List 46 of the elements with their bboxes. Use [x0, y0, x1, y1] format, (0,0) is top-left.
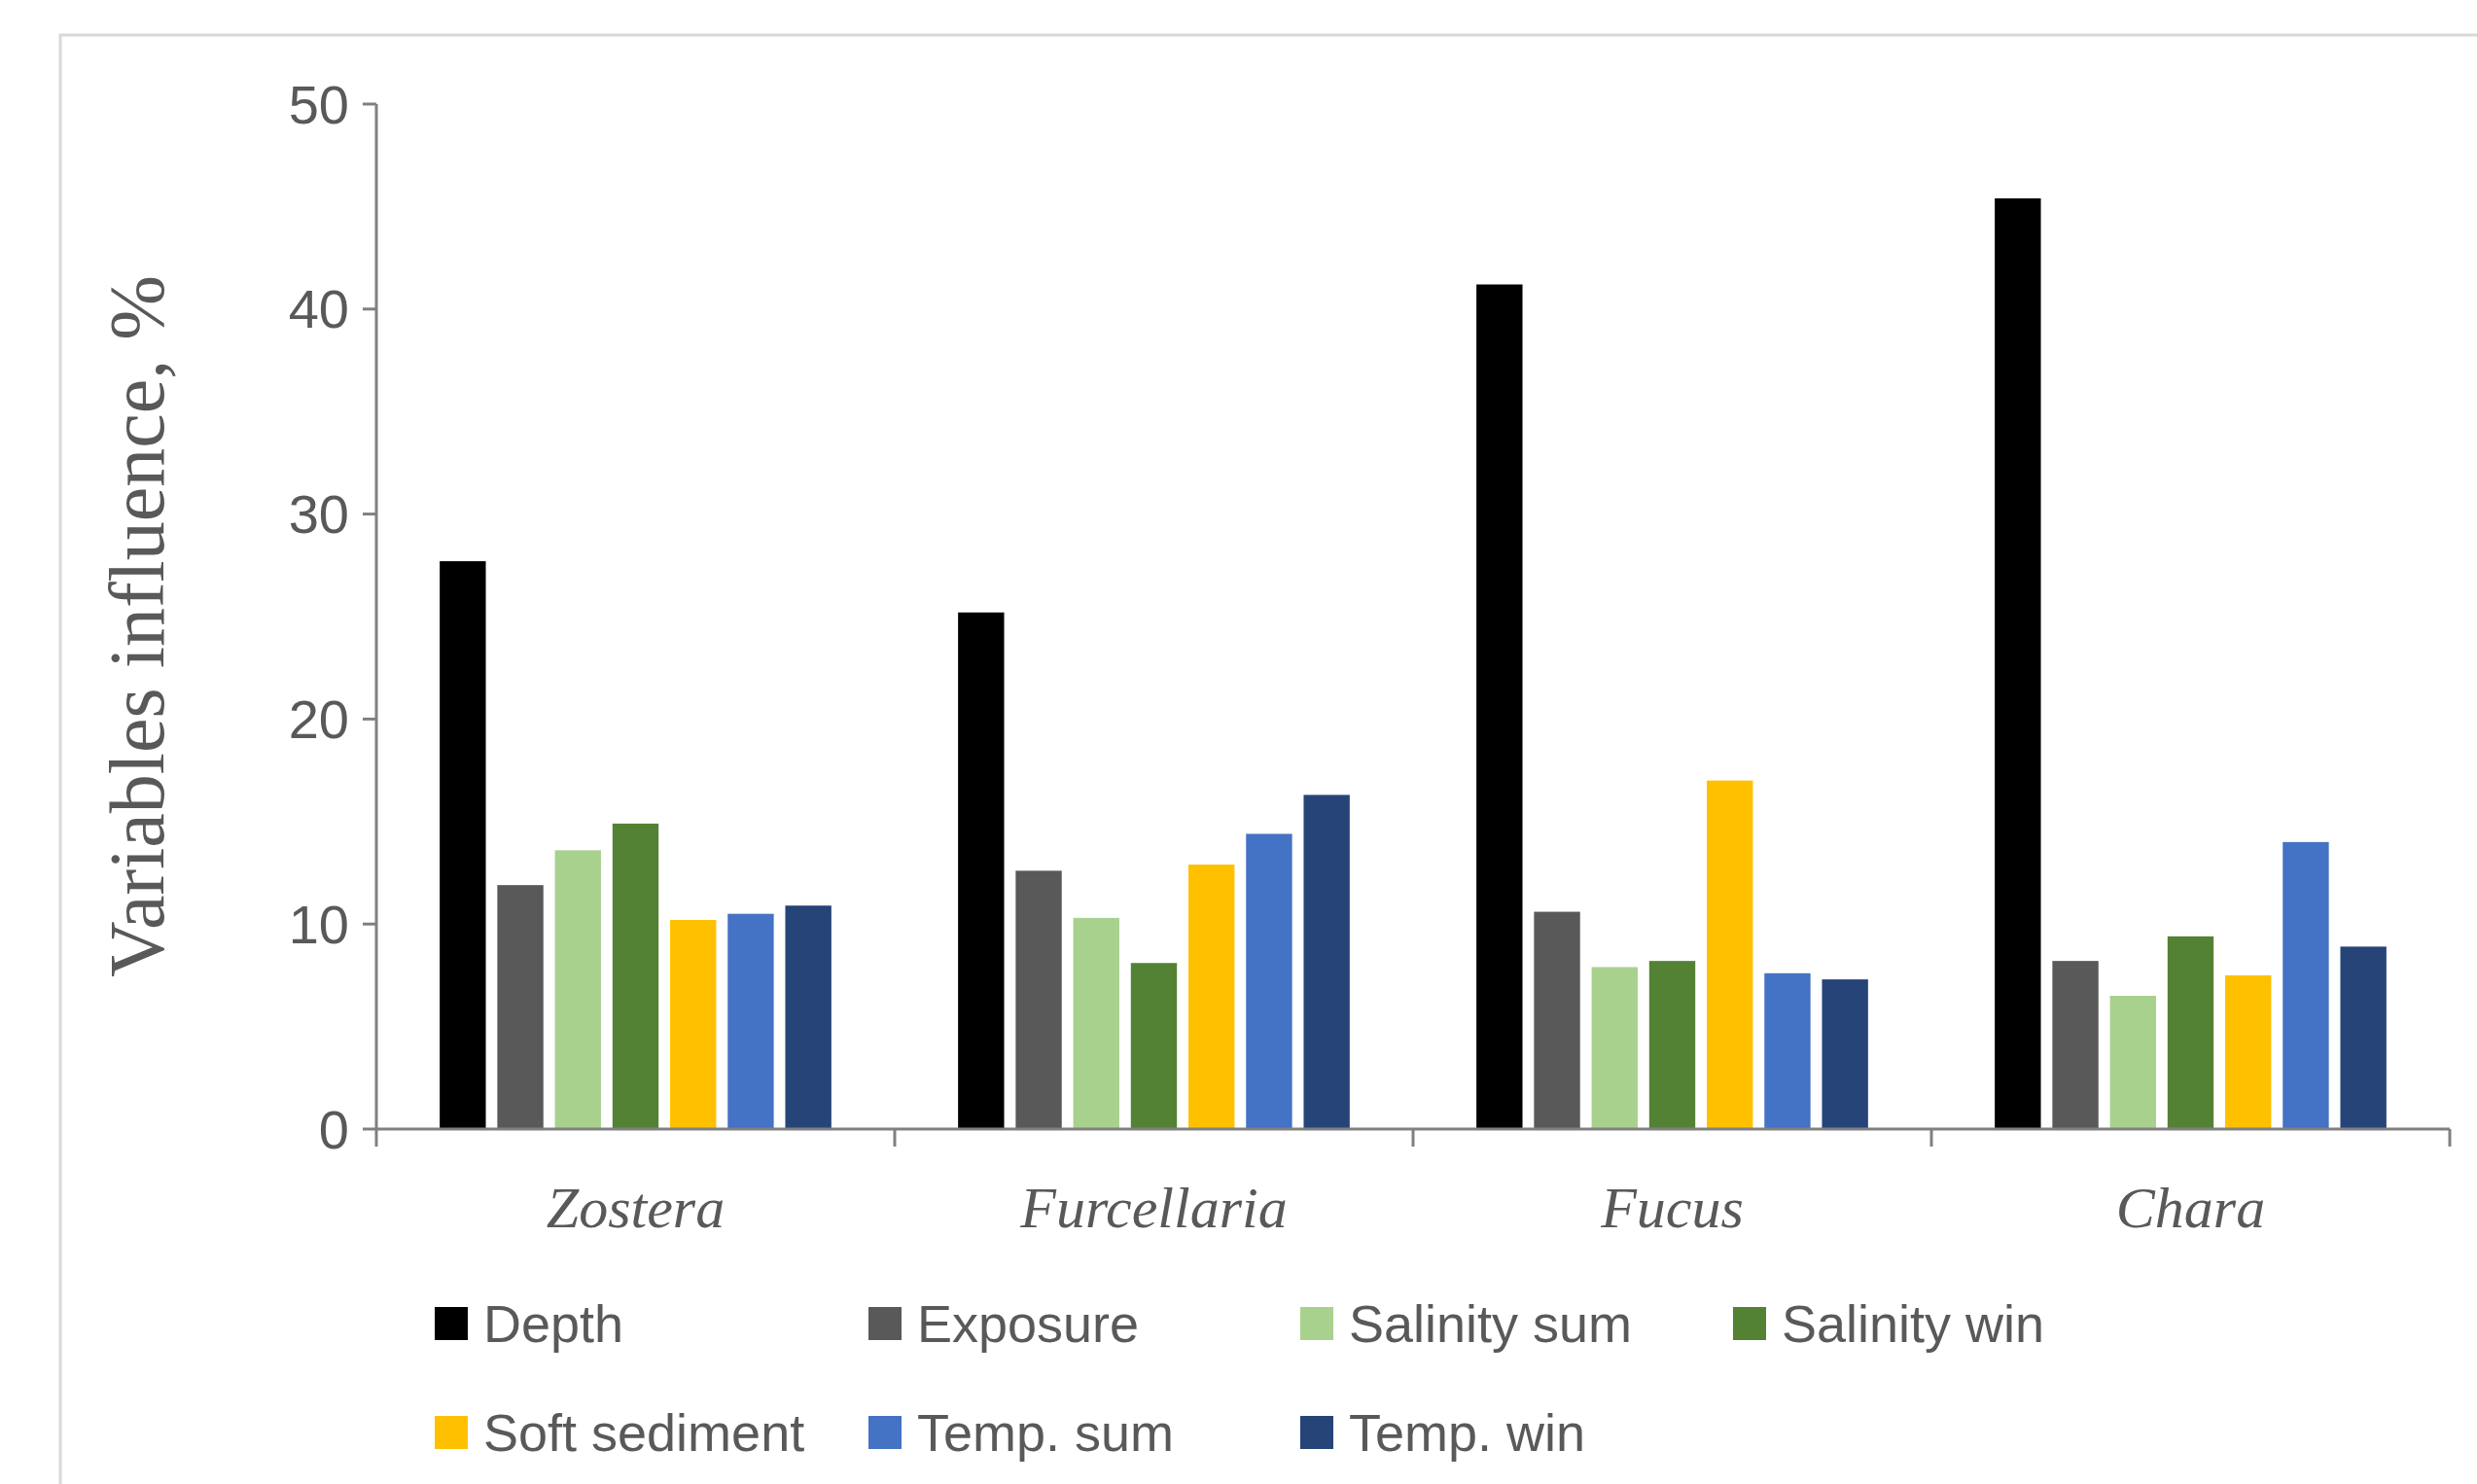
bar: [1015, 870, 1062, 1129]
y-tick-label: 30: [288, 483, 349, 546]
bar: [1130, 963, 1178, 1129]
bar: [612, 823, 659, 1129]
legend-label: Salinity win: [1782, 1293, 2045, 1353]
legend-label: Temp. sum: [917, 1402, 1175, 1462]
bar: [2225, 974, 2272, 1129]
x-tick-label: Chara: [2115, 1176, 2266, 1240]
bar: [1534, 911, 1580, 1129]
legend-label: Soft sediment: [483, 1402, 805, 1462]
bar: [958, 612, 1005, 1129]
y-tick-label: 0: [318, 1098, 349, 1160]
bar: [1822, 979, 1868, 1129]
bar: [1476, 284, 1523, 1129]
y-tick-label: 50: [288, 73, 349, 135]
bar: [1764, 972, 1811, 1129]
bar: [2282, 841, 2329, 1129]
bar: [2167, 936, 2214, 1129]
bar: [1188, 865, 1235, 1129]
bar: [554, 850, 601, 1129]
y-tick-label: 20: [288, 689, 349, 750]
bar: [497, 885, 544, 1129]
bar: [1246, 833, 1292, 1129]
legend-label: Depth: [483, 1293, 624, 1353]
y-tick-label: 40: [288, 278, 349, 340]
bar: [727, 913, 774, 1129]
bar: [670, 919, 717, 1129]
x-tick-label: Fucus: [1600, 1176, 1744, 1240]
y-axis-title: Variables influence, %: [94, 275, 180, 977]
y-tick-label: 10: [288, 893, 349, 955]
bar: [1303, 795, 1350, 1129]
x-tick-label: Furcellaria: [1019, 1176, 1288, 1240]
legend-label: Temp. win: [1349, 1402, 1586, 1462]
bar: [2340, 946, 2387, 1129]
bar: [2109, 995, 2156, 1129]
bar: [785, 905, 832, 1129]
bar: [1648, 961, 1696, 1129]
bar: [1707, 780, 1753, 1129]
x-tick-label: Zostera: [546, 1176, 725, 1240]
bar: [1591, 967, 1638, 1129]
legend-label: Salinity sum: [1349, 1293, 1633, 1353]
bar: [1073, 917, 1119, 1129]
bar: [2052, 961, 2099, 1129]
legend-label: Exposure: [917, 1293, 1140, 1353]
bar: [1995, 197, 2041, 1129]
bar: [440, 561, 486, 1129]
